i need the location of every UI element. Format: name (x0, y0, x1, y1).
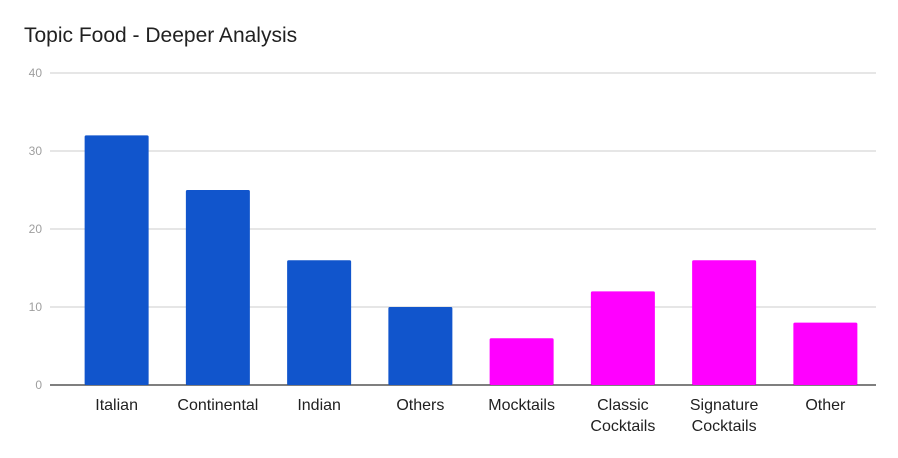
y-tick-label: 10 (29, 300, 43, 314)
chart-title: Topic Food - Deeper Analysis (24, 24, 298, 47)
y-tick-label: 20 (29, 222, 43, 236)
x-tick-label: Indian (297, 397, 341, 414)
bar (287, 260, 352, 385)
bar (692, 260, 757, 385)
y-tick-label: 40 (29, 66, 43, 80)
x-tick-label: Mocktails (488, 397, 555, 414)
x-tick-label: Others (396, 397, 444, 414)
x-tick-label: Other (805, 397, 846, 414)
x-tick-label: Italian (95, 397, 138, 414)
x-tick-label: Signature Cocktails (690, 397, 759, 435)
bar (388, 307, 453, 385)
y-tick-label: 0 (35, 378, 42, 392)
x-tick-label: Continental (177, 397, 258, 414)
x-tick-label: Classic Cocktails (590, 397, 655, 435)
bar (793, 322, 858, 385)
bar (590, 291, 655, 385)
bar (84, 135, 149, 385)
bar (489, 338, 554, 385)
y-tick-label: 30 (29, 144, 43, 158)
bar (185, 190, 250, 385)
